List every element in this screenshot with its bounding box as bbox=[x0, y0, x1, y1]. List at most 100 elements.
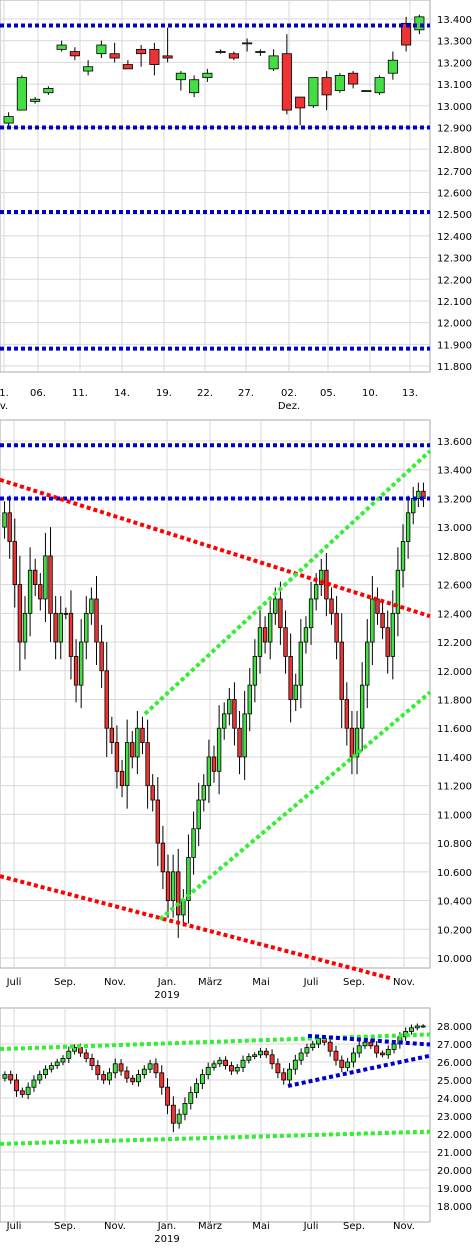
candle-body bbox=[380, 612, 385, 629]
candle-body bbox=[240, 1059, 246, 1068]
candle-body bbox=[99, 641, 104, 672]
y-tick-label: 13.000 bbox=[437, 102, 472, 113]
candle-body bbox=[258, 1050, 263, 1056]
y-tick-label: 12.200 bbox=[437, 275, 472, 286]
candle-body bbox=[175, 72, 186, 81]
candle-body bbox=[60, 1058, 66, 1063]
candle-body bbox=[149, 48, 160, 65]
y-tick-label: 11.800 bbox=[437, 696, 472, 707]
candle-body bbox=[278, 598, 283, 629]
candle-body bbox=[361, 90, 372, 92]
x-tick-sublabel: 2019 bbox=[154, 990, 179, 1001]
candle-body bbox=[2, 512, 7, 528]
y-tick-label: 13.600 bbox=[437, 437, 472, 448]
x-tick-label: 05. bbox=[320, 388, 336, 399]
candle-body bbox=[43, 555, 48, 600]
candle-body bbox=[109, 727, 115, 743]
trendline-green bbox=[143, 449, 432, 716]
candle-body bbox=[339, 1059, 345, 1068]
y-tick-label: 10.200 bbox=[437, 925, 472, 936]
candle-body bbox=[370, 598, 375, 643]
candle-body bbox=[135, 727, 140, 758]
candle-body bbox=[130, 1077, 136, 1083]
y-tick-label: 19.000 bbox=[437, 1184, 472, 1195]
y-tick-label: 12.900 bbox=[437, 123, 472, 134]
candle-body bbox=[420, 1025, 426, 1028]
y-tick-label: 11.400 bbox=[437, 753, 472, 764]
candle-body bbox=[242, 42, 253, 45]
candle-body bbox=[68, 612, 74, 657]
trendline-green bbox=[0, 1129, 431, 1146]
candle-body bbox=[228, 1065, 234, 1072]
x-tick-label: 19. bbox=[156, 388, 172, 399]
candle-body bbox=[114, 742, 120, 772]
x-tick-label: Mai bbox=[252, 1221, 270, 1232]
candle-body bbox=[104, 670, 109, 729]
candle-body bbox=[390, 612, 395, 657]
candle-body bbox=[170, 1104, 176, 1124]
candle-body bbox=[287, 1068, 292, 1081]
candle-body bbox=[89, 1058, 95, 1067]
candle-body bbox=[159, 1072, 165, 1088]
y-tick-label: 18.000 bbox=[437, 1202, 472, 1213]
candle-body bbox=[176, 871, 181, 916]
candle-body bbox=[273, 598, 278, 614]
y-tick-label: 20.000 bbox=[437, 1166, 472, 1177]
y-tick-label: 12.100 bbox=[437, 297, 472, 308]
y-tick-label: 27.000 bbox=[437, 1040, 472, 1051]
candle-body bbox=[194, 1083, 200, 1093]
candle-body bbox=[202, 72, 213, 78]
candle-body bbox=[109, 53, 120, 59]
candle-body bbox=[73, 656, 79, 686]
y-tick-label: 12.000 bbox=[437, 667, 472, 678]
candle-body bbox=[374, 77, 385, 94]
y-tick-label: 26.000 bbox=[437, 1058, 472, 1069]
candle-body bbox=[416, 490, 421, 499]
candle-body bbox=[206, 756, 212, 787]
candle-body bbox=[292, 1059, 298, 1070]
candle-body bbox=[298, 1052, 304, 1061]
candle-body bbox=[281, 1072, 287, 1081]
candle-body bbox=[405, 512, 411, 542]
candle-body bbox=[147, 1063, 153, 1070]
candle-body bbox=[308, 598, 314, 629]
candle-body bbox=[199, 1074, 205, 1084]
candle-body bbox=[374, 1045, 380, 1054]
candle-body bbox=[242, 713, 247, 758]
candle-body bbox=[201, 785, 206, 801]
y-tick-label: 13.200 bbox=[437, 58, 472, 69]
plot-area bbox=[0, 419, 431, 969]
y-tick-label: 12.300 bbox=[437, 254, 472, 265]
candle-body bbox=[118, 1063, 124, 1072]
candle-body bbox=[395, 569, 401, 614]
x-tick-sublabel: 2019 bbox=[154, 1234, 179, 1245]
candle-body bbox=[333, 1050, 339, 1061]
candle-body bbox=[334, 74, 345, 91]
candle-body bbox=[140, 727, 145, 743]
candle-body bbox=[414, 16, 425, 31]
candle-body bbox=[365, 641, 370, 686]
candle-body bbox=[136, 1074, 141, 1083]
candle-body bbox=[304, 1047, 310, 1054]
candle-body bbox=[295, 96, 306, 109]
candle-body bbox=[124, 1070, 130, 1079]
candle-body bbox=[217, 1059, 223, 1065]
candle-body bbox=[122, 64, 133, 70]
candle-body bbox=[89, 598, 94, 614]
y-tick-label: 12.800 bbox=[437, 145, 472, 156]
candle-body bbox=[48, 1065, 54, 1070]
candle-body bbox=[391, 1043, 397, 1050]
y-tick-label: 11.600 bbox=[437, 724, 472, 735]
x-tick-label: Sep. bbox=[54, 977, 76, 988]
candle-body bbox=[54, 1061, 60, 1066]
candle-body bbox=[31, 1079, 37, 1088]
x-tick-label: Nov. bbox=[393, 1221, 415, 1232]
candle-body bbox=[182, 1103, 188, 1115]
candle-body bbox=[19, 1090, 25, 1095]
trendline-green bbox=[0, 1032, 431, 1052]
candle-body bbox=[232, 699, 237, 729]
candle-body bbox=[17, 584, 23, 643]
candle-body bbox=[348, 72, 359, 85]
x-tick-label: Jan. bbox=[157, 977, 177, 988]
